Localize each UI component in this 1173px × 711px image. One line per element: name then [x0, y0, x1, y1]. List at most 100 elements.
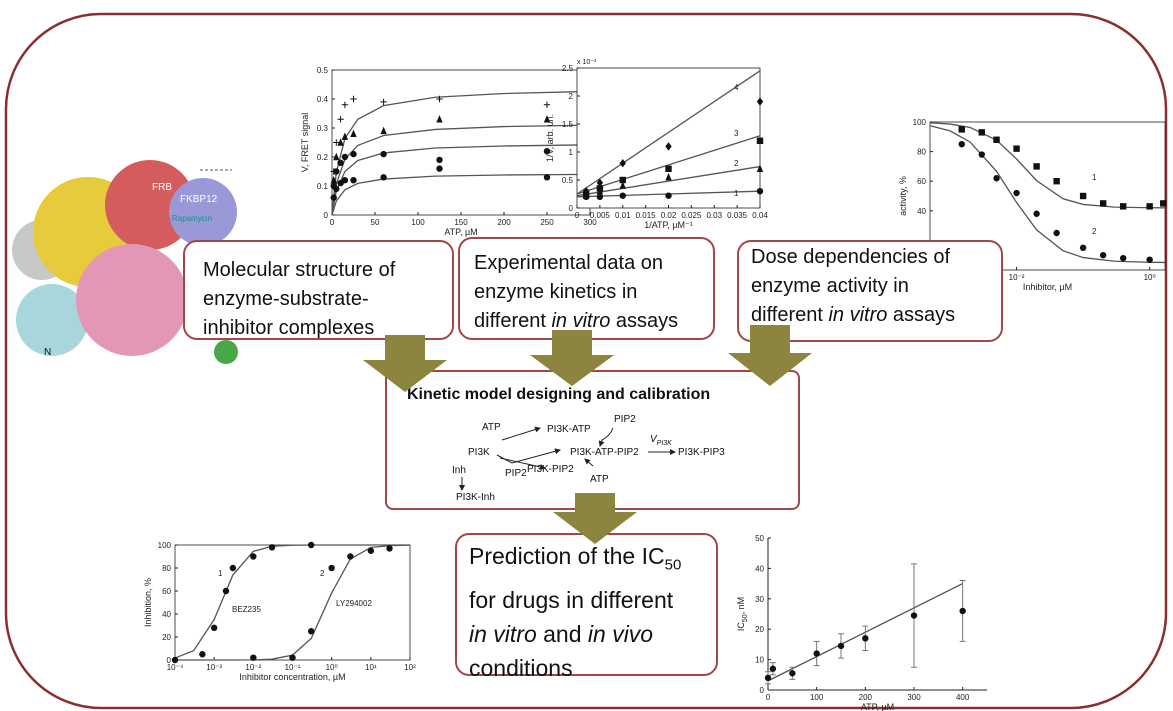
point [337, 159, 344, 166]
model-title: Kinetic model designing and calibration [407, 386, 711, 403]
point [250, 553, 257, 560]
point [756, 164, 764, 172]
y-tick-label: 60 [162, 587, 171, 596]
x-tick-label: 0 [766, 693, 771, 702]
point [347, 553, 354, 560]
box-text: inhibitor complexes [203, 317, 375, 339]
point [250, 654, 257, 661]
text-box: Dose dependencies of enzyme activity in … [737, 240, 1003, 342]
fit-line [331, 173, 591, 216]
point [333, 139, 340, 146]
y-axis-label-part: 50 [742, 614, 749, 622]
y-tick-label: 80 [162, 564, 171, 573]
point [337, 138, 344, 146]
point [289, 654, 296, 661]
x-tick-label: 10¹ [365, 663, 377, 672]
y-tick-label: 40 [162, 610, 171, 619]
point [665, 142, 672, 151]
point [307, 628, 315, 635]
point [436, 95, 443, 103]
point [380, 150, 387, 158]
point [789, 670, 796, 677]
fit-line [174, 544, 410, 659]
x-axis-label: Inhibitor, µM [1023, 282, 1072, 292]
annotation: 1 [734, 189, 739, 198]
point [380, 126, 387, 135]
point [910, 612, 918, 619]
box-text: and [536, 620, 588, 647]
annotation: 3 [734, 129, 739, 138]
point [1146, 203, 1153, 210]
point [341, 153, 349, 161]
y-tick-label: 20 [162, 633, 171, 642]
x-tick-label: 10⁰ [326, 663, 338, 672]
x-axis-label: ATP, µM [861, 702, 894, 711]
y-tick-label: 50 [755, 534, 764, 543]
point [1160, 200, 1167, 207]
point [1013, 145, 1020, 152]
x-tick-label: 0 [330, 218, 335, 227]
fit-line [576, 135, 761, 195]
point [978, 151, 985, 158]
point [978, 129, 985, 136]
point [350, 150, 357, 158]
point [222, 587, 230, 595]
annotation: 1 [1092, 173, 1097, 182]
box-text: different [474, 310, 552, 332]
point [665, 192, 672, 199]
point [330, 194, 337, 201]
point [380, 98, 387, 106]
x-tick-label: 10⁻¹ [285, 663, 301, 672]
protein-structure: FRB FKBP12 Rapamycin N [12, 160, 238, 364]
point [993, 175, 1000, 182]
point [350, 129, 357, 137]
fit-line [929, 125, 1166, 264]
x-tick-label: 250 [540, 218, 554, 227]
chart: 10⁻⁴ 10⁻³ 10⁻² 10⁻¹ 10⁰ 10¹ 10² 0 20 40 60 80 100 Inh… [143, 541, 416, 682]
point [1099, 200, 1107, 207]
box-text: Molecular structure of [203, 259, 396, 281]
point [619, 159, 626, 168]
y-tick-label: 0 [324, 211, 329, 220]
point [1099, 252, 1107, 259]
box-text: in vivo [587, 620, 654, 647]
y-tick-label: 40 [917, 207, 926, 216]
x-tick-label: 300 [583, 218, 597, 227]
x-tick-label: 10⁻² [245, 663, 261, 672]
y-axis-label: IC50, nM [736, 597, 749, 631]
box-text: for drugs in different [469, 586, 674, 613]
box-text: in vitro [469, 620, 537, 647]
point [543, 174, 551, 181]
y-tick-label: 0 [167, 656, 172, 665]
y-tick-label: 0.5 [562, 176, 574, 185]
box-text: assays [887, 304, 956, 326]
axis-scale: x 10⁻³ [577, 59, 597, 66]
x-tick-label: 0.04 [752, 211, 768, 220]
x-tick-label: 10² [404, 663, 416, 672]
point [1053, 229, 1060, 237]
x-tick-label: 150 [454, 218, 468, 227]
y-axis-label: V, FRET signal [300, 113, 310, 173]
annotation: LY294002 [336, 599, 372, 608]
point [619, 181, 626, 189]
blob [105, 160, 195, 250]
box-text: conditions [469, 654, 573, 681]
y-axis-label-part: , nM [736, 597, 746, 615]
point [328, 564, 335, 572]
box-text: enzyme-substrate- [203, 288, 369, 310]
point [436, 115, 443, 123]
x-axis-label: ATP, µM [444, 227, 477, 237]
x-axis-label: Inhibitor concentration, µM [239, 672, 345, 682]
y-tick-label: 1 [569, 148, 574, 157]
x-tick-label: 100 [810, 693, 824, 702]
text-box: Molecular structure of enzyme-substrate-… [183, 240, 454, 340]
x-tick-label: 10⁻³ [206, 663, 222, 672]
box-text: Prediction of the IC [469, 543, 665, 569]
point [333, 152, 340, 161]
point [619, 176, 626, 184]
box-text: 50 [664, 556, 682, 574]
point [756, 188, 764, 195]
y-tick-label: 100 [913, 118, 927, 127]
box-text: Dose dependencies of [751, 246, 951, 268]
